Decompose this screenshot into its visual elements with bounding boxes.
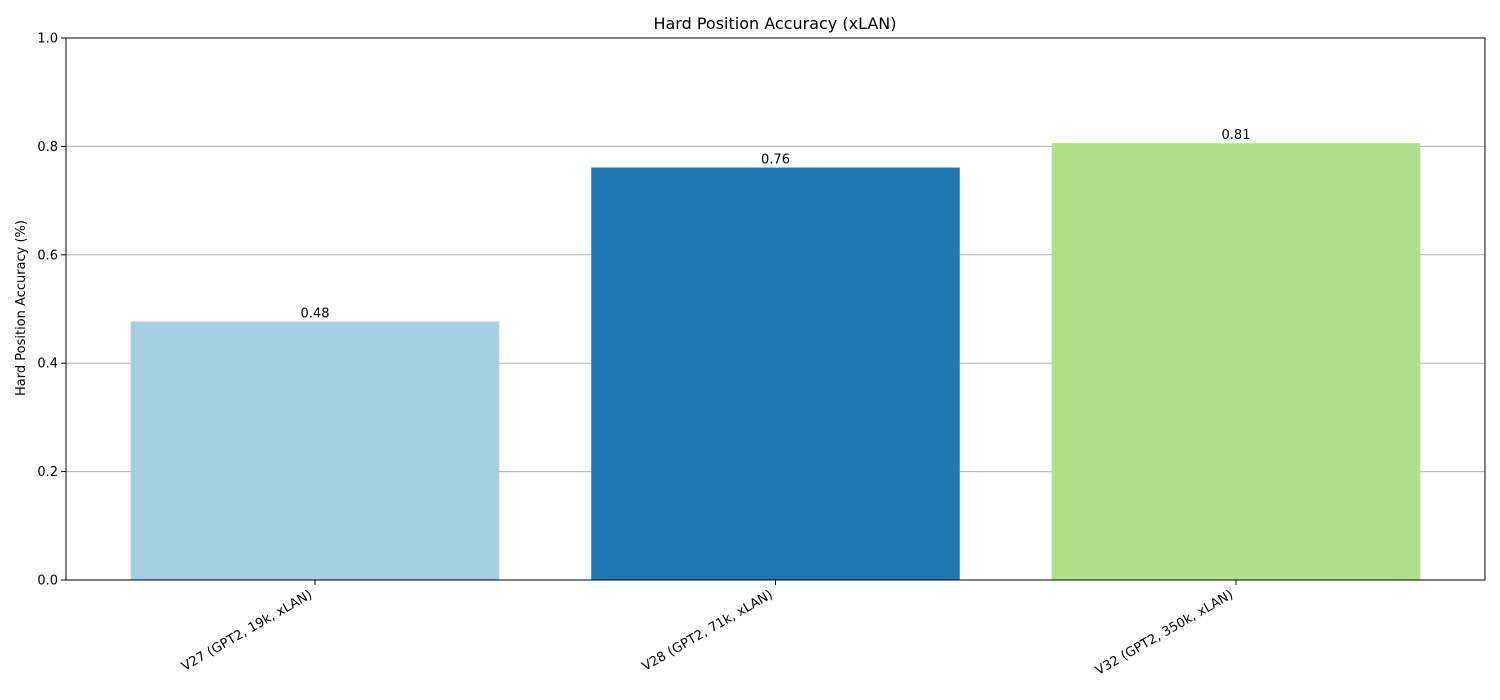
bar (130, 321, 500, 580)
x-tick-label: V32 (GPT2, 350k, xLAN) (1093, 587, 1236, 678)
plot-frame (65, 37, 1486, 581)
y-tick-label: 0.8 (37, 140, 58, 155)
bar-value-label: 0.81 (1222, 128, 1251, 143)
x-tick-label: V28 (GPT2, 71k, xLAN) (640, 587, 776, 674)
y-axis-label: Hard Position Accuracy (%) (14, 220, 29, 396)
chart-title: Hard Position Accuracy (xLAN) (653, 14, 896, 33)
y-tick-label: 0.4 (37, 357, 58, 372)
bar (1051, 143, 1421, 580)
bar-value-label: 0.76 (761, 153, 790, 168)
y-tick-label: 0.2 (37, 465, 58, 480)
x-tick-label: V27 (GPT2, 19k, xLAN) (179, 587, 315, 674)
y-tick-label: 0.6 (37, 248, 58, 263)
bars: 0.48 0.76 0.81 (130, 128, 1421, 580)
y-tick-label: 0.0 (37, 574, 58, 589)
bar-value-label: 0.48 (301, 306, 330, 321)
y-tick-label: 1.0 (37, 32, 58, 47)
bar (591, 167, 960, 580)
